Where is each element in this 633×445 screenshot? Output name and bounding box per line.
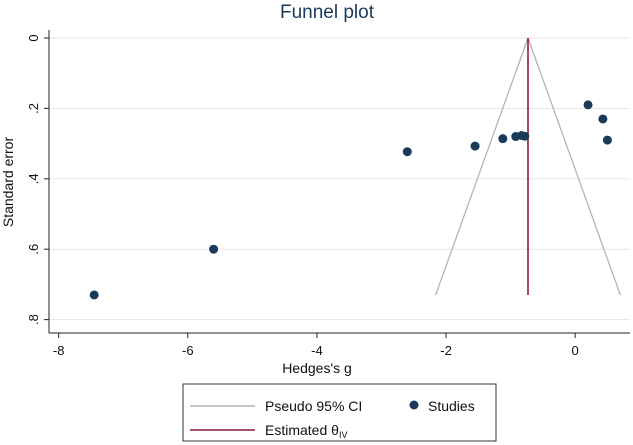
gridlines	[49, 37, 630, 321]
study-point-3	[470, 141, 480, 151]
y-tick-label-0: 0	[26, 34, 41, 41]
study-point-1	[209, 244, 219, 254]
y-tick-label-2: .4	[26, 173, 41, 184]
x-tick-label-1: -6	[182, 343, 194, 358]
x-tick-label-4: 0	[572, 343, 579, 358]
x-tick-label-0: -8	[53, 343, 65, 358]
study-point-4	[498, 134, 508, 144]
x-axis-title: Hedges's g	[282, 360, 352, 376]
legend-pseudo-ci-label: Pseudo 95% CI	[265, 398, 362, 414]
y-tick-label-1: .2	[26, 103, 41, 114]
study-point-10	[602, 135, 612, 145]
study-point-9	[598, 114, 608, 124]
legend-estimate-label-main: Estimated θ	[265, 422, 339, 438]
y-axis-ticks: 0 .2 .4 .6 .8	[26, 34, 49, 325]
pseudo-ci-left-line	[435, 37, 529, 296]
legend-estimate-label-subscript: IV	[339, 430, 348, 440]
study-points	[89, 100, 612, 300]
pseudo-ci-right-line	[527, 37, 621, 296]
x-axis-ticks: -8 -6 -4 -2 0	[53, 333, 579, 358]
y-tick-label-4: .8	[26, 314, 41, 325]
legend-box	[182, 383, 497, 442]
y-axis-title: Standard error	[0, 137, 16, 228]
study-point-8	[583, 100, 593, 110]
legend: Pseudo 95% CI Studies Estimated θIV	[182, 383, 497, 442]
study-point-0	[89, 290, 99, 300]
y-tick-label-3: .6	[26, 244, 41, 255]
x-tick-label-2: -4	[311, 343, 323, 358]
legend-estimate-label: Estimated θIV	[265, 422, 347, 440]
chart-title: Funnel plot	[280, 2, 375, 23]
study-point-7	[520, 131, 530, 141]
study-point-2	[402, 147, 412, 157]
legend-studies-swatch	[409, 400, 419, 410]
pseudo-ci-lines	[435, 37, 621, 296]
x-tick-label-3: -2	[440, 343, 452, 358]
legend-studies-label: Studies	[428, 398, 475, 414]
